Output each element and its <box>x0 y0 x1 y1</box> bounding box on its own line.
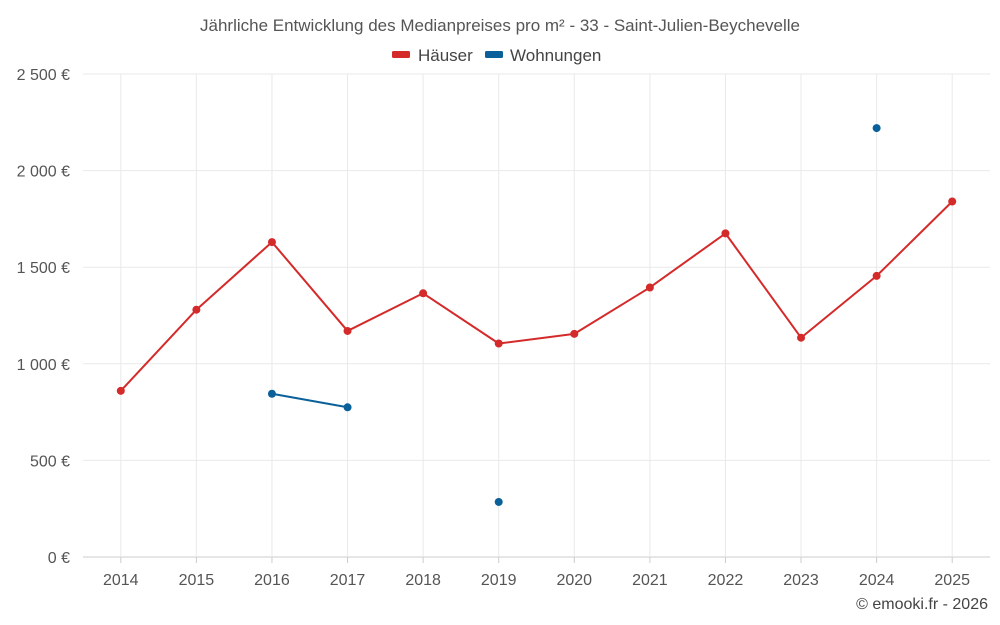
x-tick-label: 2017 <box>330 572 366 589</box>
series-layer <box>116 124 957 506</box>
y-tick-label: 1 500 € <box>17 260 70 277</box>
series-häuser <box>116 197 957 395</box>
credit-text: © emooki.fr - 2026 <box>856 596 988 613</box>
y-tick-label: 500 € <box>30 453 70 470</box>
x-tick-label: 2014 <box>103 572 139 589</box>
x-axis: 2014 2015 2016 2017 2018 2019 2020 2021 2022 2023… <box>103 557 970 589</box>
data-point[interactable] <box>872 271 881 280</box>
y-tick-label: 2 000 € <box>17 164 70 181</box>
y-axis: 0 € 500 € 1 000 € 1 500 € 2 000 € 2 500 € <box>17 67 70 567</box>
legend-swatch-häuser[interactable] <box>392 51 410 58</box>
data-point[interactable] <box>116 386 125 395</box>
chart-title: Jährliche Entwicklung des Medianpreises … <box>200 16 800 35</box>
grid-lines <box>83 73 990 558</box>
x-tick-label: 2016 <box>254 572 290 589</box>
x-tick-label: 2022 <box>708 572 744 589</box>
data-point[interactable] <box>494 497 503 506</box>
x-tick-label: 2021 <box>632 572 668 589</box>
x-tick-label: 2025 <box>934 572 970 589</box>
data-point[interactable] <box>267 389 276 398</box>
x-tick-label: 2018 <box>405 572 441 589</box>
data-point[interactable] <box>192 305 201 314</box>
x-tick-label: 2020 <box>556 572 592 589</box>
data-point[interactable] <box>797 333 806 342</box>
legend: Häuser Wohnungen <box>392 46 601 65</box>
data-point[interactable] <box>645 283 654 292</box>
data-point[interactable] <box>948 197 957 206</box>
data-point[interactable] <box>419 289 428 298</box>
data-point[interactable] <box>343 326 352 335</box>
data-point[interactable] <box>494 339 503 348</box>
data-point[interactable] <box>721 229 730 238</box>
x-tick-label: 2024 <box>859 572 895 589</box>
data-point[interactable] <box>343 403 352 412</box>
data-point[interactable] <box>872 124 881 133</box>
y-tick-label: 1 000 € <box>17 357 70 374</box>
x-tick-label: 2023 <box>783 572 819 589</box>
legend-label[interactable]: Wohnungen <box>510 46 601 65</box>
series-line <box>271 392 348 409</box>
legend-swatch-wohnungen[interactable] <box>485 51 503 58</box>
data-point[interactable] <box>570 329 579 338</box>
data-point[interactable] <box>267 238 276 247</box>
series-wohnungen <box>267 124 881 506</box>
legend-label[interactable]: Häuser <box>418 46 473 65</box>
y-tick-label: 0 € <box>48 550 70 567</box>
x-tick-label: 2019 <box>481 572 517 589</box>
y-tick-label: 2 500 € <box>17 67 70 84</box>
series-line <box>120 200 953 392</box>
x-tick-label: 2015 <box>179 572 215 589</box>
